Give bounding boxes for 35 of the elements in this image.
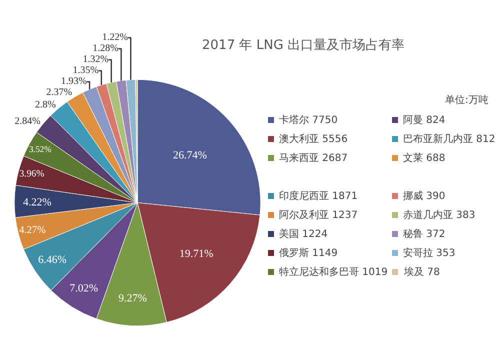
legend-label: 文莱 688 [403, 152, 446, 164]
chart-title: 2017 年 LNG 出口量及市场占有率 [202, 37, 405, 53]
data-label: 3.52% [28, 144, 52, 154]
legend-label: 阿曼 824 [403, 115, 446, 126]
legend-label: 特立尼达和多巴哥 1019 [279, 266, 388, 278]
data-label: 4.22% [23, 196, 52, 209]
legend-label: 美国 1224 [279, 228, 328, 240]
legend-label: 澳大利亚 5556 [279, 133, 348, 145]
legend-label: 挪威 390 [403, 190, 446, 202]
data-label: 6.46% [38, 254, 67, 266]
legend-label: 安哥拉 353 [403, 247, 456, 259]
data-label: 3.96% [19, 168, 44, 180]
data-label: 26.74% [172, 149, 207, 162]
legend-label: 阿尔及利亚 1237 [279, 209, 358, 221]
data-label: 1.93% [60, 76, 87, 88]
data-label: 9.27% [118, 292, 147, 304]
legend-label: 马来西亚 2687 [279, 152, 348, 164]
data-label: 1.35% [72, 65, 99, 76]
data-label: 7.02% [70, 282, 98, 294]
legend-label: 埃及 78 [403, 266, 440, 278]
data-label: 2.8% [34, 100, 56, 111]
data-label: 1.32% [82, 54, 109, 66]
data-label: 2.84% [14, 116, 40, 127]
legend-label: 俄罗斯 1149 [279, 247, 338, 259]
legend-label: 赤道几内亚 383 [403, 209, 476, 221]
data-label: 4.27% [19, 224, 46, 236]
legend-label: 卡塔尔 7750 [279, 114, 338, 126]
legend-label: 印度尼西亚 1871 [279, 190, 358, 202]
text: 单位:万吨 [445, 94, 488, 106]
data-label: 2.37% [46, 87, 72, 98]
legend-label: 秘鲁 372 [403, 228, 446, 240]
data-label: 19.71% [179, 248, 214, 260]
legend-label: 巴布亚新几内亚 812 [403, 133, 496, 145]
data-label: 1.22% [102, 32, 128, 44]
data-label: 1.28% [92, 43, 118, 54]
